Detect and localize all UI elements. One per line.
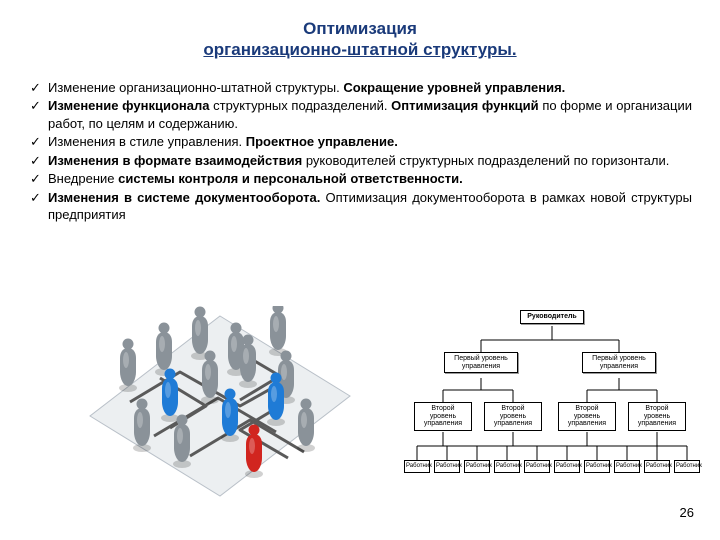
bullet-item: Изменения в системе документооборота. Оп… <box>28 189 692 224</box>
bullet-list: Изменение организационно-штатной структу… <box>28 79 692 224</box>
org-chart: Руководитель Первый уровень управления П… <box>402 310 702 510</box>
bullet-item: Внедрение системы контроля и персонально… <box>28 170 692 188</box>
title-line1: Оптимизация <box>303 19 417 38</box>
org-leaf: Работник <box>464 460 490 473</box>
org-level2-a: Второй уровень управления <box>414 402 472 431</box>
bullet-item: Изменения в формате взаимодействия руков… <box>28 152 692 170</box>
title-line2: организационно-штатной структуры. <box>203 40 516 59</box>
org-leaf: Работник <box>524 460 550 473</box>
graphics-area: Руководитель Первый уровень управления П… <box>0 298 720 528</box>
org-root: Руководитель <box>520 310 584 324</box>
org-level1-right: Первый уровень управления <box>582 352 656 373</box>
org-leaf: Работник <box>674 460 700 473</box>
org-leaf: Работник <box>584 460 610 473</box>
bullet-item: Изменение организационно-штатной структу… <box>28 79 692 97</box>
org-leaf: Работник <box>404 460 430 473</box>
org-leaf: Работник <box>434 460 460 473</box>
page-number: 26 <box>680 505 694 520</box>
org-level2-d: Второй уровень управления <box>628 402 686 431</box>
org-level2-c: Второй уровень управления <box>558 402 616 431</box>
org-level1-left: Первый уровень управления <box>444 352 518 373</box>
org-leaf: Работник <box>494 460 520 473</box>
org-leaf: Работник <box>614 460 640 473</box>
org-leaf: Работник <box>644 460 670 473</box>
org-leaf: Работник <box>554 460 580 473</box>
bullet-item: Изменение функционала структурных подраз… <box>28 97 692 132</box>
iso-svg <box>80 306 360 506</box>
isometric-people-figure <box>80 306 360 506</box>
org-level2-b: Второй уровень управления <box>484 402 542 431</box>
bullet-item: Изменения в стиле управления. Проектное … <box>28 133 692 151</box>
slide-title: Оптимизация организационно-штатной струк… <box>28 18 692 61</box>
